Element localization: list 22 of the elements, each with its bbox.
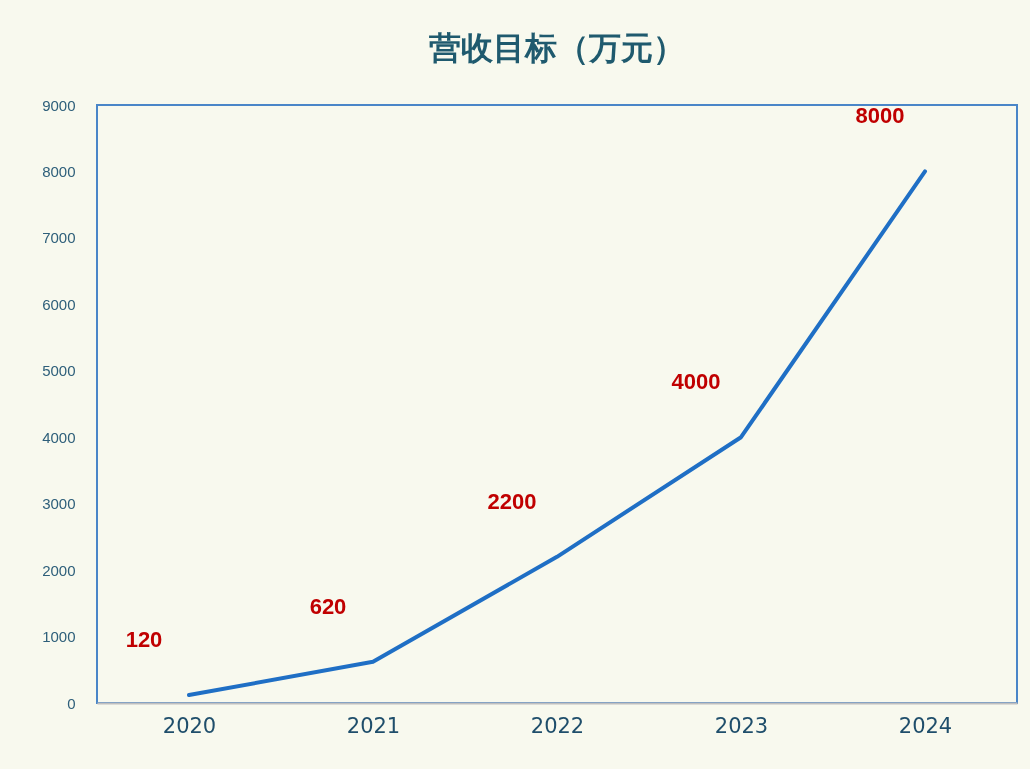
y-tick-label: 9000 [42,96,76,114]
x-tick-label: 2024 [898,713,953,738]
data-label: 2200 [487,488,537,514]
chart-title: 营收目标（万元） [429,29,685,67]
y-tick-label: 0 [67,694,76,712]
data-label: 620 [309,593,347,619]
x-tick-label: 2021 [346,713,401,738]
x-tick-label: 2022 [530,713,585,738]
y-tick-label: 2000 [42,561,76,579]
y-tick-label: 4000 [42,428,76,446]
y-tick-label: 6000 [42,295,76,313]
y-tick-label: 1000 [42,628,76,646]
data-label: 120 [125,627,163,653]
data-label: 4000 [671,369,721,395]
x-tick-label: 2023 [714,713,769,738]
data-label: 8000 [855,103,905,129]
x-tick-label: 2020 [162,713,217,738]
y-tick-label: 8000 [42,162,76,180]
y-tick-label: 3000 [42,495,76,513]
y-tick-label: 7000 [42,229,76,247]
y-tick-label: 5000 [42,362,76,380]
line-series [187,169,927,698]
